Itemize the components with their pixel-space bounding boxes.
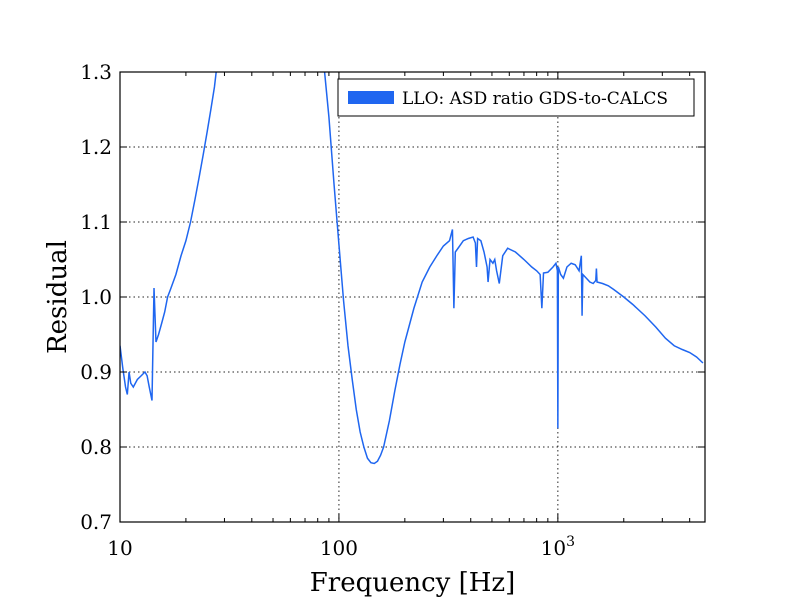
x-tick-exponent: 3 [566,534,575,550]
y-tick-label: 1.1 [80,210,112,234]
legend-box [337,78,695,117]
y-tick-label: 1.3 [80,60,112,84]
x-tick-label: 100 [320,536,358,560]
x-tick-label: 103 [541,534,575,560]
y-tick-label: 1.0 [80,285,112,309]
legend: LLO: ASD ratio GDS-to-CALCS [337,78,695,117]
grid-layer [120,72,705,522]
series-line [120,72,217,401]
legend-swatch [348,91,394,104]
y-tick-label: 0.8 [80,435,112,459]
legend-label: LLO: ASD ratio GDS-to-CALCS [402,89,668,109]
y-tick-label: 0.7 [80,510,112,534]
series-layer [120,72,704,465]
series-line [323,72,704,465]
tick-layer: 0.7 0.8 0.9 1.0 1.1 1.2 1.3 10 100 103 [80,60,705,560]
x-axis-label: Frequency [Hz] [310,568,516,598]
x-tick-label: 10 [107,536,132,560]
y-tick-label: 1.2 [80,135,112,159]
y-axis-label: Residual [43,240,73,354]
y-tick-label: 0.9 [80,360,112,384]
